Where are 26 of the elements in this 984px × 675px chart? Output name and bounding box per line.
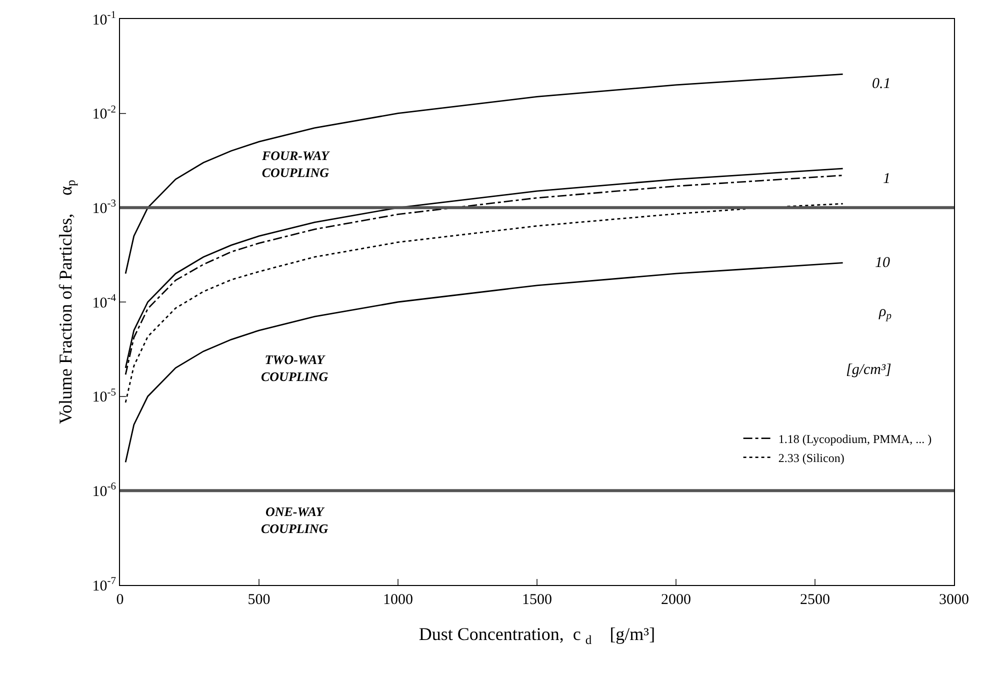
y-tick-label: 10$^{-7}$ bbox=[92, 576, 116, 594]
x-tick-label: 0 bbox=[116, 592, 124, 608]
x-tick-label: 500 bbox=[248, 592, 270, 608]
y-tick-label: 10$^{-1}$ bbox=[92, 10, 116, 28]
text: Dust Concentration, c $_{d}$ [g/m³] bbox=[418, 624, 656, 647]
x-tick-label: 2500 bbox=[800, 592, 830, 608]
x-tick-label: 1500 bbox=[522, 592, 552, 608]
x-tick-label: 2000 bbox=[661, 592, 691, 608]
y-tick-label: 10$^{-4}$ bbox=[92, 292, 117, 312]
x-tick-label: 1000 bbox=[383, 592, 413, 608]
annotation: 10 bbox=[875, 255, 890, 271]
y-tick-label: 10$^{-2}$ bbox=[92, 104, 116, 123]
line-series bbox=[124, 73, 844, 274]
x-tick-label: 3000 bbox=[939, 592, 969, 608]
y-tick-label: 10$^{-5}$ bbox=[92, 387, 116, 406]
legend-label: 1.18 (Lycopodium, PMMA, ... ) bbox=[778, 432, 932, 446]
annotation: ONE-WAY COUPLING bbox=[261, 504, 329, 536]
annotation: [g/cm³] bbox=[846, 362, 892, 378]
annotation: TWO-WAY COUPLING bbox=[261, 352, 329, 384]
y-tick-label: 10$^{-3}$ bbox=[92, 198, 116, 217]
annotation: 1 bbox=[883, 171, 890, 187]
annotation: ρ$_{p}$ bbox=[878, 304, 892, 322]
legend-label: 2.33 (Silicon) bbox=[778, 450, 844, 465]
annotation: FOUR-WAY COUPLING bbox=[261, 148, 330, 180]
annotation: 0.1 bbox=[872, 76, 891, 92]
y-tick-label: 10$^{-6}$ bbox=[92, 482, 116, 500]
